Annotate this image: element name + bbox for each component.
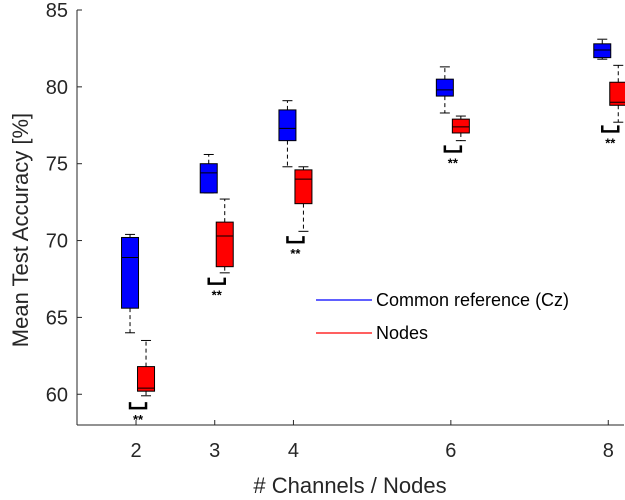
y-tick-label: 65 bbox=[46, 307, 68, 329]
significance-marker: ** bbox=[207, 277, 226, 303]
legend-label: Nodes bbox=[376, 323, 428, 343]
box-iqr bbox=[451, 118, 470, 134]
significance-label: ** bbox=[290, 246, 301, 261]
legend: Common reference (Cz) Nodes bbox=[316, 290, 569, 343]
significance-bracket bbox=[128, 402, 148, 410]
y-tick-label: 70 bbox=[46, 231, 68, 253]
box-common-reference bbox=[278, 100, 297, 168]
box-nodes bbox=[451, 115, 470, 142]
y-axis-label: Mean Test Accuracy [%] bbox=[8, 113, 33, 347]
boxes-layer bbox=[121, 38, 625, 397]
significance-label: ** bbox=[448, 155, 459, 170]
x-tick-label: 3 bbox=[209, 440, 220, 462]
x-tick-label: 2 bbox=[130, 440, 141, 462]
significance-bracket bbox=[207, 277, 226, 285]
box-iqr bbox=[199, 163, 218, 194]
significance-bracket bbox=[286, 236, 305, 244]
x-tick-label: 6 bbox=[445, 440, 456, 462]
box-iqr bbox=[121, 236, 140, 309]
box-iqr bbox=[593, 43, 612, 59]
box-nodes bbox=[609, 64, 625, 123]
y-tick-label: 85 bbox=[46, 0, 68, 22]
box-iqr bbox=[609, 81, 625, 106]
x-axis-ticks: 2 3 4 6 8 bbox=[130, 420, 614, 462]
box-iqr bbox=[294, 169, 313, 205]
significance-bracket bbox=[601, 125, 620, 133]
box-iqr bbox=[215, 221, 234, 268]
box-iqr bbox=[137, 366, 156, 392]
y-tick-label: 80 bbox=[46, 77, 68, 99]
box-iqr bbox=[278, 109, 297, 142]
box-nodes bbox=[215, 198, 234, 274]
box-common-reference bbox=[593, 38, 612, 60]
significance-marker: ** bbox=[443, 145, 463, 170]
significance-bracket bbox=[443, 145, 463, 153]
significance-label: ** bbox=[212, 288, 223, 303]
significance-marker: ** bbox=[128, 402, 148, 427]
y-tick-label: 75 bbox=[46, 154, 68, 176]
significance-layer: ** ** ** ** ** bbox=[128, 125, 620, 427]
y-axis-ticks: 60 65 70 75 80 85 bbox=[46, 0, 82, 406]
x-tick-label: 8 bbox=[603, 440, 614, 462]
x-tick-label: 4 bbox=[288, 440, 299, 462]
plot-area bbox=[76, 10, 624, 426]
y-tick-label: 60 bbox=[46, 384, 68, 406]
legend-label: Common reference (Cz) bbox=[376, 290, 569, 310]
significance-marker: ** bbox=[601, 125, 620, 150]
x-axis-label: # Channels / Nodes bbox=[253, 473, 446, 498]
significance-marker: ** bbox=[286, 236, 305, 261]
box-common-reference bbox=[435, 66, 454, 114]
box-common-reference bbox=[199, 153, 218, 194]
box-nodes bbox=[137, 339, 156, 397]
box-nodes bbox=[294, 166, 313, 232]
box-common-reference bbox=[121, 233, 140, 334]
significance-label: ** bbox=[133, 412, 144, 427]
box-iqr bbox=[435, 78, 454, 97]
significance-label: ** bbox=[605, 135, 616, 150]
